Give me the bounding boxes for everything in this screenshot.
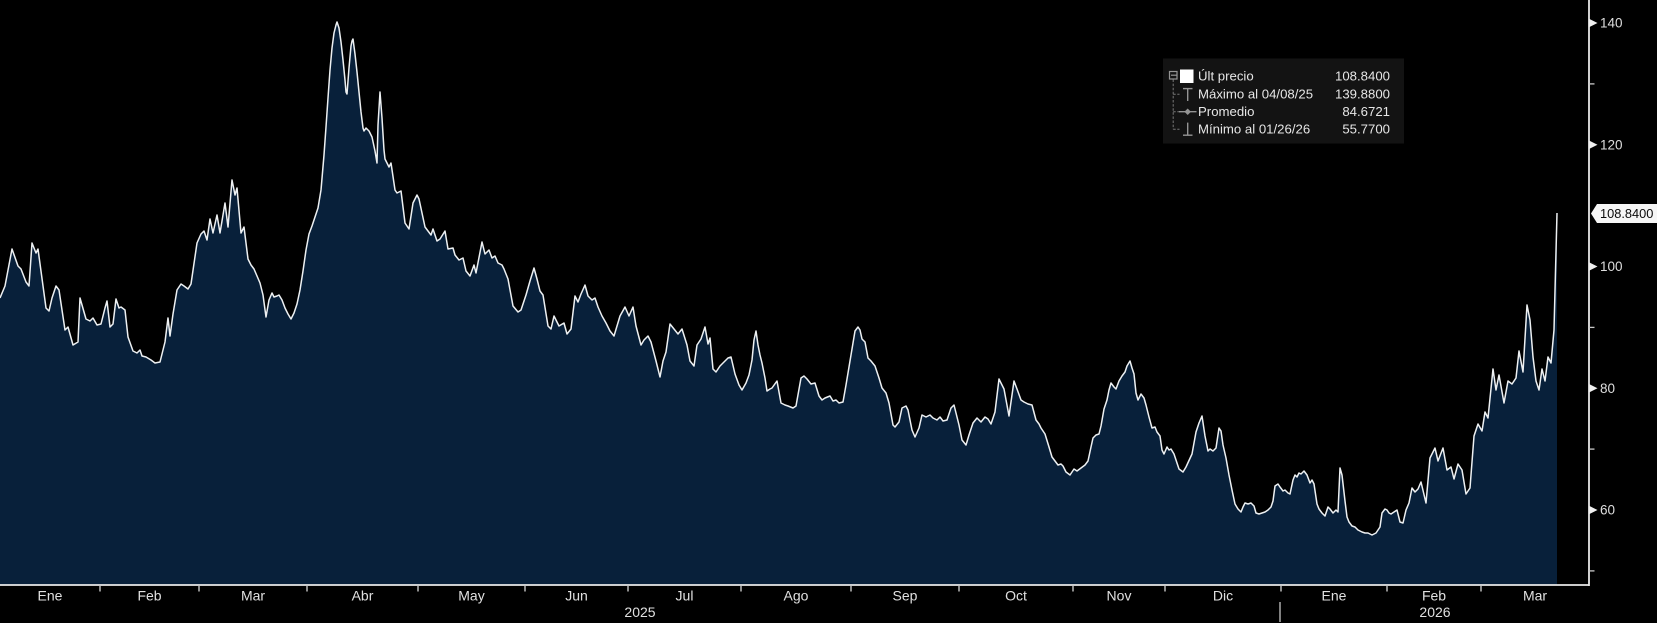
svg-text:Jul: Jul [676,588,694,604]
svg-text:Nov: Nov [1107,588,1132,604]
svg-text:55.7700: 55.7700 [1342,122,1390,137]
svg-text:Ene: Ene [38,588,63,604]
svg-text:Feb: Feb [137,588,161,604]
svg-text:100: 100 [1600,259,1623,274]
svg-text:Mar: Mar [1523,588,1547,604]
svg-text:Últ precio: Últ precio [1198,69,1254,84]
svg-text:120: 120 [1600,137,1623,152]
svg-text:2026: 2026 [1419,604,1450,620]
svg-text:139.8800: 139.8800 [1335,87,1390,102]
svg-text:2025: 2025 [624,604,655,620]
svg-text:Máximo al 04/08/25: Máximo al 04/08/25 [1198,87,1313,102]
svg-text:Feb: Feb [1422,588,1446,604]
svg-text:Dic: Dic [1213,588,1233,604]
svg-text:60: 60 [1600,503,1615,518]
svg-text:108.8400: 108.8400 [1335,69,1390,84]
svg-text:84.6721: 84.6721 [1342,104,1390,119]
svg-text:Promedio: Promedio [1198,104,1254,119]
svg-text:Sep: Sep [893,588,918,604]
svg-text:Ago: Ago [784,588,809,604]
svg-text:Abr: Abr [352,588,374,604]
svg-text:May: May [458,588,484,604]
svg-text:Jun: Jun [565,588,588,604]
svg-text:Mínimo al 01/26/26: Mínimo al 01/26/26 [1198,122,1310,137]
svg-text:140: 140 [1600,16,1623,31]
svg-text:Mar: Mar [241,588,265,604]
svg-text:80: 80 [1600,381,1615,396]
svg-text:Oct: Oct [1005,588,1027,604]
svg-text:108.8400: 108.8400 [1600,206,1653,221]
svg-text:Ene: Ene [1322,588,1347,604]
